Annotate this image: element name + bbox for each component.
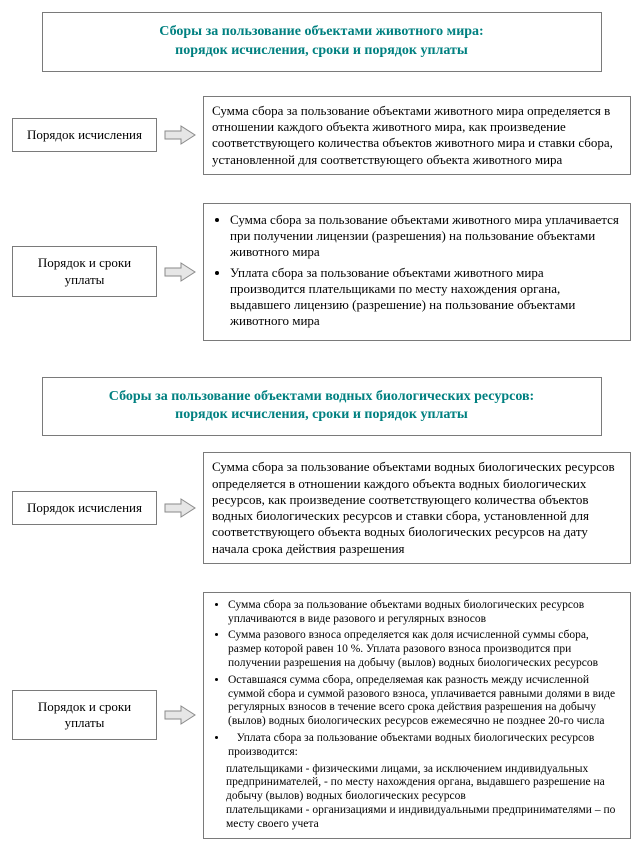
section1-title-line1: Сборы за пользование объектами животного… bbox=[159, 24, 483, 39]
section2-row2: Порядок и сроки уплаты Сумма сбора за по… bbox=[12, 592, 631, 839]
list-item: Сумма разового взноса определяется как д… bbox=[228, 629, 622, 670]
section1-row2-list: Сумма сбора за пользование объектами жив… bbox=[230, 212, 622, 330]
section2-row1-content: Сумма сбора за пользование объектами вод… bbox=[203, 452, 631, 564]
section2-row1: Порядок исчисления Сумма сбора за пользо… bbox=[12, 452, 631, 564]
arrow-icon bbox=[163, 261, 197, 283]
list-item: Сумма сбора за пользование объектами вод… bbox=[228, 599, 622, 627]
list-item: Уплата сбора за пользование объектами жи… bbox=[230, 265, 622, 330]
list-item: Уплата сбора за пользование объектами во… bbox=[228, 732, 622, 760]
section2-title-line1: Сборы за пользование объектами водных би… bbox=[109, 389, 534, 404]
list-item: Оставшаяся сумма сбора, определяемая как… bbox=[228, 674, 622, 729]
section1-row1: Порядок исчисления Сумма сбора за пользо… bbox=[12, 96, 631, 175]
section2-title-line2: порядок исчисления, сроки и порядок упла… bbox=[175, 407, 468, 422]
section1-title: Сборы за пользование объектами животного… bbox=[42, 12, 602, 72]
section1-row2-label: Порядок и сроки уплаты bbox=[12, 246, 157, 297]
section1-row2-content: Сумма сбора за пользование объектами жив… bbox=[203, 203, 631, 341]
section1-row1-label: Порядок исчисления bbox=[12, 118, 157, 152]
section2-row2-content: Сумма сбора за пользование объектами вод… bbox=[203, 592, 631, 839]
list-item: Сумма сбора за пользование объектами жив… bbox=[230, 212, 622, 261]
section1-title-line2: порядок исчисления, сроки и порядок упла… bbox=[175, 43, 468, 58]
arrow-icon bbox=[163, 704, 197, 726]
section2-title: Сборы за пользование объектами водных би… bbox=[42, 377, 602, 437]
section2-row1-label: Порядок исчисления bbox=[12, 491, 157, 525]
arrow-icon bbox=[163, 497, 197, 519]
section2-row2-tail2: плательщиками - организациями и индивиду… bbox=[226, 804, 622, 832]
section1-row1-content: Сумма сбора за пользование объектами жив… bbox=[203, 96, 631, 175]
section2-row2-tail1: плательщиками - физическими лицами, за и… bbox=[226, 763, 622, 804]
arrow-icon bbox=[163, 124, 197, 146]
section2-row2-label: Порядок и сроки уплаты bbox=[12, 690, 157, 741]
section1-row2: Порядок и сроки уплаты Сумма сбора за по… bbox=[12, 203, 631, 341]
section2-row2-list: Сумма сбора за пользование объектами вод… bbox=[228, 599, 622, 760]
